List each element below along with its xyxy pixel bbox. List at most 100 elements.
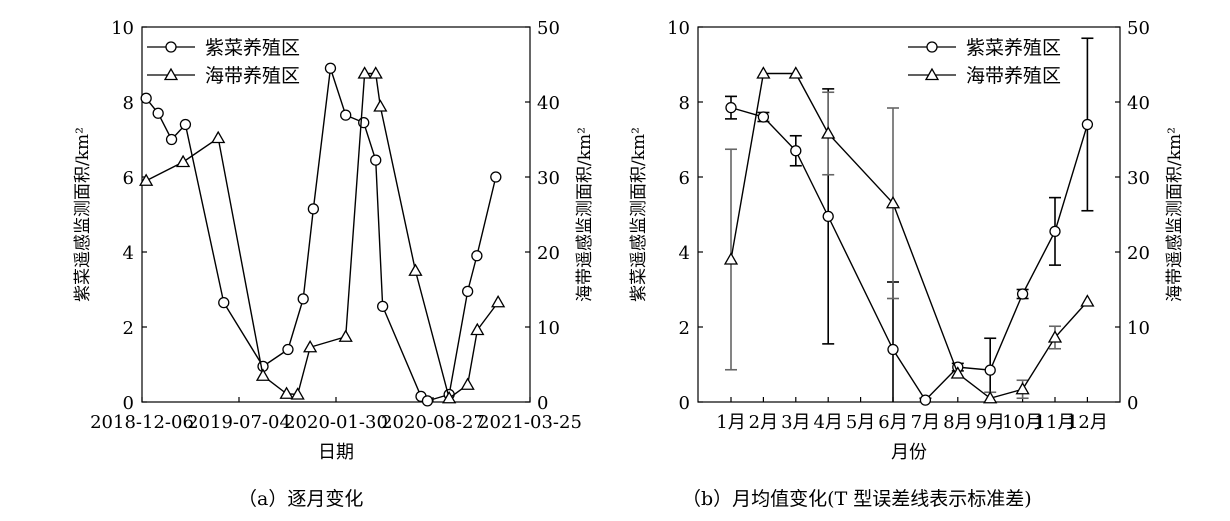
panel-a-data-point (165, 133, 178, 146)
panel-a-data-point (179, 118, 192, 131)
panel-a-legend-label: 海带养殖区 (205, 65, 300, 87)
panel-b-data-point (725, 101, 737, 114)
panel-b-data-point (822, 210, 834, 223)
panel-b-data-point (1081, 118, 1094, 131)
panel-b-y-right-tick-label: 40 (1127, 93, 1150, 114)
panel-b-plot-frame (697, 26, 1121, 403)
panel-b-y-left-tick-label: 8 (679, 93, 690, 114)
panel-b-legend-marker-circle (926, 41, 938, 53)
panel-b-data-point (756, 66, 771, 79)
panel-a-legend-label: 紫菜养殖区 (205, 37, 300, 59)
panel-b-y-right-tick-label: 10 (1127, 318, 1150, 339)
panel-b-x-tick-label: 11月 (1035, 412, 1076, 433)
panel-b-x-tick-label: 5月 (846, 412, 875, 433)
panel-b-x-tick-label: 2月 (749, 412, 778, 433)
panel-a-y-left-tick-label: 2 (123, 318, 134, 339)
panel-b-x-tick-label: 9月 (975, 412, 1004, 433)
panel-a-data-point (460, 377, 475, 390)
panel-a-data-point (140, 92, 152, 104)
panel-a-data-point (442, 390, 457, 404)
panel-b-y-left-tick-label: 6 (679, 168, 690, 189)
panel-b-data-point (723, 252, 739, 265)
panel-a-y-left-tick-label: 6 (123, 168, 134, 189)
panel-a-data-point (297, 293, 309, 305)
panel-a-legend-marker-circle (165, 41, 177, 53)
panel-a-data-point (255, 368, 271, 381)
panel-b-data-point (1016, 288, 1029, 300)
panel-a-x-label: 日期 (318, 442, 354, 463)
panel-a-data-point (338, 329, 353, 342)
panel-a-monthly-variation: 0 2 4 6 8 10 0 10 20 30 40 50 紫菜遥感监测面积/km² 海带遥感监测面积/k… (73, 18, 595, 463)
panel-b-x-tick-label: 10月 (1002, 412, 1043, 433)
panel-b-data-point (1015, 381, 1030, 395)
panel-a-y-right-tick-label: 20 (537, 243, 560, 264)
panel-a-caption: （a）逐月变化 (238, 488, 364, 510)
panel-a-legend-marker-triangle (163, 67, 179, 81)
panel-a-y-left-tick-label: 4 (123, 243, 134, 264)
panel-b-y-left-tick-label: 10 (667, 18, 690, 39)
panel-b-x-label: 月份 (891, 442, 927, 463)
panel-a-y-right-tick-label: 30 (537, 168, 560, 189)
panel-b-y-left-tick-label: 0 (679, 393, 690, 414)
panel-a-data-point (368, 66, 383, 79)
panel-b-data-point (919, 394, 932, 406)
panel-a-x-tick-label: 2020-01-30 (284, 412, 388, 433)
panel-a-data-point (211, 130, 226, 144)
panel-b-legend-label: 海带养殖区 (966, 65, 1061, 87)
panel-b-y-right-tick-label: 50 (1127, 18, 1150, 39)
panel-b-data-point (821, 126, 836, 139)
panel-b-x-tick-label: 12月 (1067, 412, 1108, 433)
panel-b-data-point (788, 66, 803, 79)
panel-a-y-right-tick-label: 10 (537, 318, 560, 339)
panel-a-data-point (139, 173, 154, 186)
panel-b-x-tick-label: 7月 (911, 412, 940, 433)
panel-b-y-right-tick-label: 0 (1127, 393, 1138, 414)
panel-a-data-point (421, 395, 434, 407)
panel-a-data-point (373, 99, 388, 112)
panel-a-data-point (282, 343, 294, 356)
panel-b-y-left-tick-label: 4 (679, 243, 690, 264)
panel-a-data-point (340, 109, 352, 121)
panel-b-series-line (730, 72, 1088, 400)
panel-a-data-point (279, 386, 294, 399)
panel-a-data-point (303, 339, 318, 353)
panel-a-y-right-tick-label: 0 (537, 393, 548, 414)
panel-b-data-point (983, 390, 998, 404)
panel-b-y-left-tick-label: 2 (679, 318, 690, 339)
panel-a-series-line (145, 72, 499, 400)
panel-b-x-tick-label: 6月 (878, 412, 907, 433)
figure-background (60, 8, 1186, 466)
panel-a-data-point (290, 387, 305, 400)
panel-a-data-point (461, 285, 474, 298)
panel-b-y-right-label: 海带遥感监测面积/km² (1165, 127, 1185, 302)
panel-a-data-point (370, 154, 382, 166)
panel-a-x-tick-label: 2020-08-27 (381, 412, 485, 433)
panel-a-data-point (471, 250, 483, 262)
panel-a-y-left-tick-label: 10 (111, 18, 134, 39)
panel-a-y-right-label: 海带遥感监测面积/km² (575, 127, 595, 302)
panel-b-y-left-label: 紫菜遥感监测面积/km² (629, 127, 649, 302)
panel-a-data-point (491, 294, 506, 308)
panel-b-caption: （b）月均值变化(T 型误差线表示标准差) (682, 488, 1032, 510)
panel-b-x-tick-label: 4月 (813, 412, 842, 433)
panel-a-data-point (324, 62, 337, 74)
panel-b-data-point (950, 366, 965, 379)
panel-a-data-point (307, 203, 320, 215)
panel-b-data-point (1049, 225, 1061, 238)
panel-a-x-tick-label: 2018-12-06 (90, 412, 194, 433)
panel-a-y-right-tick-label: 40 (537, 93, 560, 114)
panel-a-data-point (490, 171, 502, 183)
panel-b-data-point (887, 343, 899, 356)
panel-a-data-point (218, 296, 230, 309)
panel-a-x-tick-label: 2021-03-25 (478, 412, 582, 433)
panel-a-x-tick-label: 2019-07-04 (187, 412, 291, 433)
panel-b-x-tick-label: 1月 (716, 412, 745, 433)
panel-b-data-point (790, 145, 802, 157)
panel-b-legend-marker-triangle (924, 67, 940, 81)
panel-b-data-point (757, 111, 770, 123)
panel-a-data-point (152, 107, 164, 119)
panel-b-x-tick-label: 3月 (781, 412, 810, 433)
panel-a-data-point (377, 300, 389, 313)
panel-a-y-left-tick-label: 8 (123, 93, 134, 114)
